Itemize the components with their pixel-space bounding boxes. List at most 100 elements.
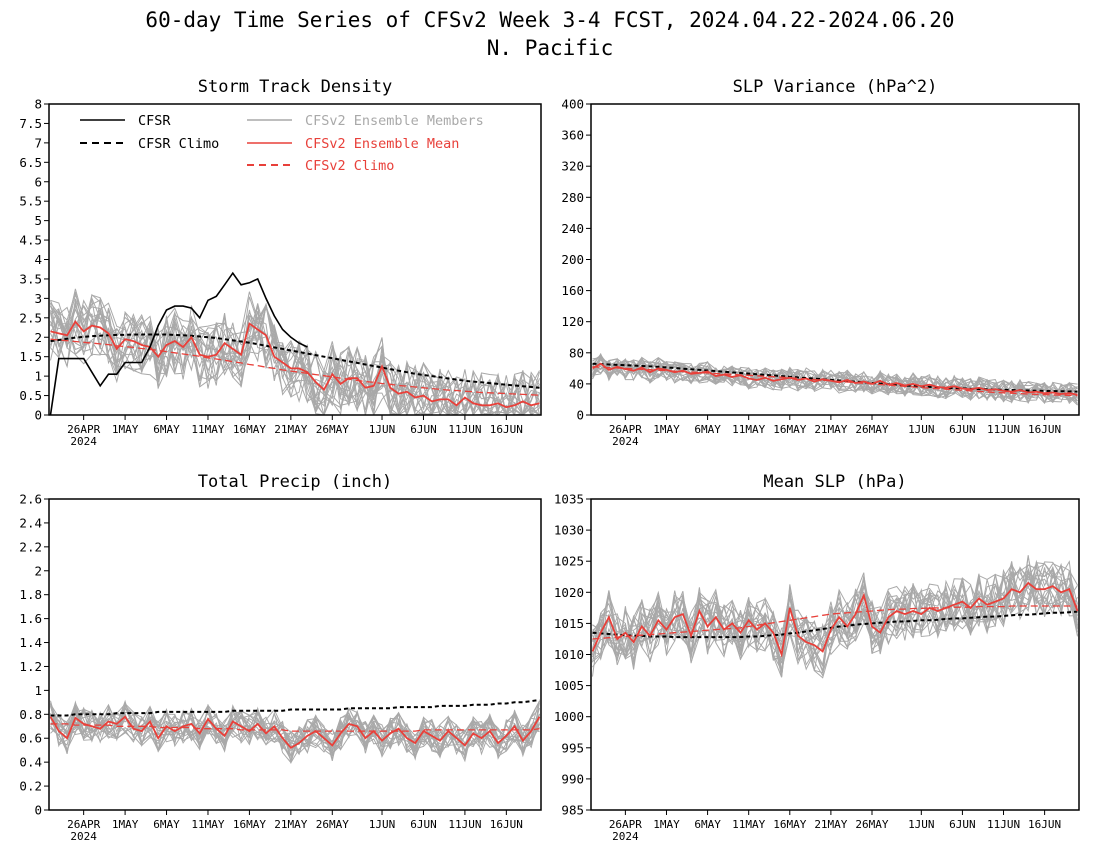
page-subtitle: N. Pacific (486, 36, 614, 60)
x-tick-label: 11JUN (448, 818, 481, 831)
series-line-ensemble-member (50, 298, 540, 415)
series-line-ensemble-member (50, 293, 540, 415)
series-line-cfsr-climo (592, 362, 1078, 393)
x-tick-label: 11MAY (732, 423, 765, 436)
series-line-ensemble-member (50, 304, 540, 415)
x-tick-label: 11JUN (448, 423, 481, 436)
legend-label: CFSv2 Climo (305, 158, 394, 174)
panel-title: Total Precip (inch) (198, 472, 392, 492)
legend-label: CFSR Climo (138, 136, 219, 152)
y-tick-label: 3.5 (19, 271, 42, 286)
y-tick-label: 0.6 (19, 731, 42, 746)
series-line-ensemble-member (592, 569, 1078, 677)
x-tick-label: 16JUN (1028, 423, 1061, 436)
series-line-ensemble-member (50, 294, 540, 415)
series-line-ensemble-member (50, 303, 540, 415)
y-tick-label: 995 (561, 740, 584, 755)
x-tick-label: 6JUN (949, 818, 976, 831)
series-line-cfsv2-climo (592, 605, 1078, 640)
y-tick-label: 1005 (554, 678, 584, 693)
x-year-label: 2024 (612, 435, 639, 448)
y-tick-label: 2.5 (19, 310, 42, 325)
panel-title: Storm Track Density (198, 77, 392, 97)
y-tick-label: 4.5 (19, 233, 42, 248)
x-tick-label: 1JUN (908, 818, 935, 831)
series-line-ensemble-member (592, 555, 1078, 668)
x-tick-label: 11JUN (987, 818, 1020, 831)
x-tick-label: 1MAY (653, 818, 680, 831)
x-tick-label: 1JUN (908, 423, 935, 436)
series-line-cfsr (49, 271, 308, 415)
y-tick-label: 0.4 (19, 755, 42, 770)
x-tick-label: 26APR (67, 818, 100, 831)
x-tick-label: 1MAY (653, 423, 680, 436)
x-tick-label: 16MAY (773, 423, 806, 436)
panel-frame (590, 103, 1080, 416)
x-tick-label: 11MAY (732, 818, 765, 831)
y-tick-label: 1 (34, 369, 42, 384)
series-line-cfsr-climo (592, 610, 1078, 639)
panel-title: SLP Variance (hPa^2) (733, 77, 938, 97)
series-line-cfsv2-climo (50, 338, 540, 396)
x-tick-label: 16MAY (233, 818, 266, 831)
x-tick-label: 16MAY (773, 818, 806, 831)
y-tick-label: 40 (569, 376, 584, 391)
x-tick-label: 16JUN (1028, 818, 1061, 831)
x-tick-label: 26MAY (316, 818, 349, 831)
series-line-ensemble-member (592, 354, 1078, 403)
y-tick-label: 985 (561, 803, 584, 818)
y-tick-label: 1000 (554, 709, 584, 724)
y-tick-label: 400 (561, 97, 584, 112)
plot-area (592, 352, 1078, 406)
y-tick-label: 0 (576, 408, 584, 423)
y-tick-label: 7 (34, 135, 42, 150)
x-tick-label: 11MAY (191, 818, 224, 831)
x-tick-label: 21MAY (274, 818, 307, 831)
series-line-cfsv2-ensemble-mean (50, 320, 540, 409)
y-tick-label: 1010 (554, 647, 584, 662)
y-tick-label: 1035 (554, 492, 584, 507)
x-tick-label: 16JUN (490, 818, 523, 831)
x-tick-label: 1MAY (112, 423, 139, 436)
legend-label: CFSv2 Ensemble Members (305, 113, 484, 129)
series-line-ensemble-member (592, 572, 1078, 670)
y-tick-label: 80 (569, 345, 584, 360)
chart-panel: Total Precip (inch) 0 0.2 0.4 0.6 0.8 1 1.2 1.4 1… (19, 472, 542, 843)
y-tick-label: 7.5 (19, 116, 42, 131)
x-tick-label: 6MAY (694, 423, 721, 436)
y-tick-label: 1025 (554, 554, 584, 569)
series-line-ensemble-member (592, 571, 1078, 673)
chart-panel: Storm Track Density 0 0.5 1 1.5 2 2.5 3 3.5 4 4.5 5… (19, 77, 542, 448)
x-tick-label: 6JUN (949, 423, 976, 436)
y-tick-label: 2.2 (19, 539, 42, 554)
x-tick-label: 11MAY (191, 423, 224, 436)
x-tick-label: 21MAY (274, 423, 307, 436)
y-tick-label: 2 (34, 330, 42, 345)
y-tick-label: 0.8 (19, 707, 42, 722)
x-tick-label: 6MAY (153, 818, 180, 831)
y-tick-label: 1.5 (19, 349, 42, 364)
y-tick-label: 240 (561, 221, 584, 236)
x-year-label: 2024 (70, 830, 97, 843)
series-line-cfsv2-ensemble-mean (591, 581, 1079, 658)
y-tick-label: 1020 (554, 585, 584, 600)
y-tick-label: 1.4 (19, 635, 42, 650)
y-tick-label: 1030 (554, 523, 584, 538)
plot-area (591, 555, 1079, 679)
x-tick-label: 26APR (609, 818, 642, 831)
x-tick-label: 16MAY (233, 423, 266, 436)
x-tick-label: 21MAY (814, 818, 847, 831)
y-tick-label: 1.8 (19, 587, 42, 602)
y-tick-label: 2 (34, 563, 42, 578)
x-tick-label: 11JUN (987, 423, 1020, 436)
y-tick-label: 120 (561, 314, 584, 329)
y-tick-label: 1 (34, 683, 42, 698)
y-tick-label: 2.6 (19, 492, 42, 507)
x-year-label: 2024 (70, 435, 97, 448)
y-tick-label: 5.5 (19, 194, 42, 209)
y-tick-label: 3 (34, 291, 42, 306)
y-tick-label: 1015 (554, 616, 584, 631)
x-tick-label: 26MAY (855, 423, 888, 436)
page-title: 60-day Time Series of CFSv2 Week 3-4 FCS… (145, 8, 955, 32)
